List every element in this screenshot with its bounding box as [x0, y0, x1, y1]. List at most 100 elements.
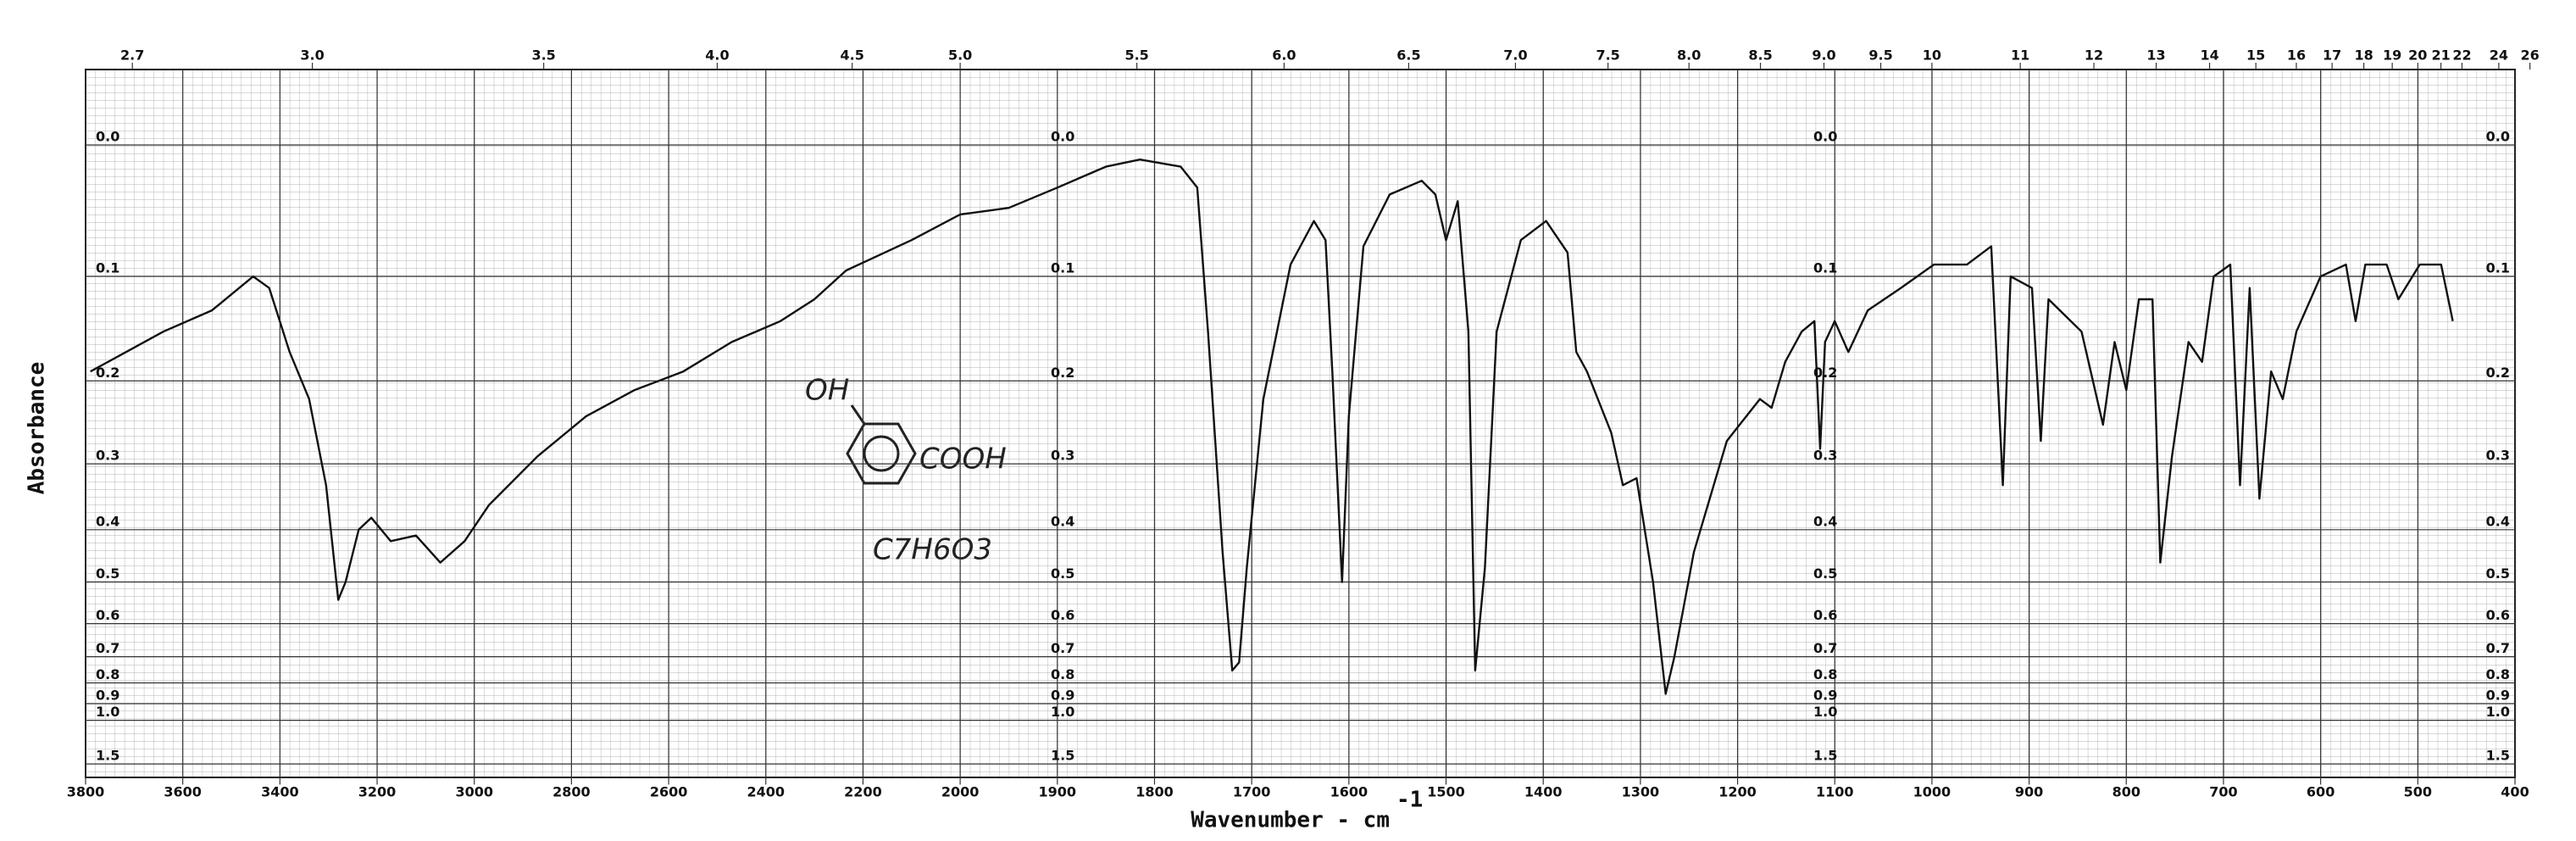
y-tick-label: 0.2 — [96, 365, 119, 381]
x2-tick-label: 9.0 — [1812, 47, 1835, 64]
y-tick-label: 0.5 — [1813, 565, 1837, 582]
y-tick-label: 0.1 — [1051, 260, 1074, 276]
y-tick-label: 0.4 — [1051, 513, 1074, 529]
x2-tick-label: 9.5 — [1868, 47, 1892, 64]
y-tick-label: 1.5 — [1051, 748, 1074, 764]
x-tick-label: 3800 — [67, 784, 105, 800]
y-tick-label: 0.7 — [96, 640, 119, 656]
y-tick-label: 0.6 — [1813, 607, 1837, 623]
x2-tick-label: 5.0 — [948, 47, 972, 64]
x-tick-label: 2600 — [650, 784, 688, 800]
x2-tick-label: 6.0 — [1272, 47, 1296, 64]
x-tick-label: 3200 — [358, 784, 397, 800]
x2-tick-label: 21 — [2431, 47, 2450, 64]
y-tick-label: 0.9 — [1813, 688, 1837, 704]
y-tick-label: 0.4 — [2486, 513, 2510, 529]
x2-tick-label: 22 — [2452, 47, 2471, 64]
x2-tick-label: 10 — [1923, 47, 1941, 64]
annotation: COOH — [919, 443, 1007, 476]
x-tick-label: 700 — [2209, 784, 2237, 800]
y-tick-label: 0.9 — [2486, 688, 2510, 704]
y-tick-label: 0.3 — [96, 448, 119, 464]
x2-tick-label: 7.0 — [1503, 47, 1527, 64]
x2-tick-label: 11 — [2011, 47, 2029, 64]
x2-tick-label: 8.5 — [1748, 47, 1772, 64]
x-tick-label: 1800 — [1135, 784, 1174, 800]
y-tick-label: 0.1 — [2486, 260, 2510, 276]
x-tick-label: 1400 — [1524, 784, 1563, 800]
x-tick-label: 1500 — [1427, 784, 1465, 800]
x-tick-label: 2400 — [747, 784, 785, 800]
x2-tick-label: 2.7 — [120, 47, 144, 64]
x2-tick-label: 16 — [2287, 47, 2306, 64]
x-axis-title-superscript: -1 — [1396, 788, 1423, 813]
y-tick-label: 0.4 — [1813, 513, 1837, 529]
x-tick-label: 3600 — [164, 784, 202, 800]
x-tick-label: 2200 — [844, 784, 882, 800]
y-tick-label: 0.0 — [2486, 129, 2510, 145]
x-tick-label: 3000 — [455, 784, 493, 800]
x-tick-label: 800 — [2112, 784, 2140, 800]
x2-tick-label: 17 — [2323, 47, 2341, 64]
y-tick-label: 0.0 — [96, 129, 119, 145]
y-tick-label: 0.3 — [1051, 448, 1074, 464]
x2-tick-label: 6.5 — [1396, 47, 1420, 64]
annotation: C7H6O3 — [873, 533, 992, 567]
x-tick-label: 1700 — [1233, 784, 1271, 800]
y-tick-label: 0.3 — [2486, 448, 2510, 464]
x-tick-label: 2000 — [941, 784, 980, 800]
x2-tick-label: 3.5 — [531, 47, 555, 64]
x2-tick-label: 15 — [2246, 47, 2265, 64]
y-tick-label: 0.8 — [96, 666, 119, 682]
y-tick-label: 0.7 — [1051, 640, 1074, 656]
y-tick-label: 0.8 — [2486, 666, 2510, 682]
y-tick-label: 1.0 — [96, 704, 119, 720]
x-tick-label: 600 — [2307, 784, 2334, 800]
x-tick-label: 3400 — [261, 784, 299, 800]
y-tick-label: 0.3 — [1813, 448, 1837, 464]
x2-tick-label: 12 — [2085, 47, 2103, 64]
y-tick-label: 1.5 — [1813, 748, 1837, 764]
x2-tick-label: 4.0 — [705, 47, 729, 64]
y-tick-label: 0.6 — [1051, 607, 1074, 623]
y-tick-label: 0.4 — [96, 513, 119, 529]
x2-tick-label: 26 — [2521, 47, 2540, 64]
x-axis-title: Wavenumber - cm — [1191, 808, 1390, 833]
x2-tick-label: 18 — [2354, 47, 2373, 64]
y-tick-label: 1.0 — [2486, 704, 2510, 720]
x2-tick-label: 8.0 — [1677, 47, 1701, 64]
y-tick-label: 0.1 — [96, 260, 119, 276]
x2-tick-label: 20 — [2408, 47, 2427, 64]
y-tick-label: 0.0 — [1051, 129, 1074, 145]
y-tick-label: 0.6 — [2486, 607, 2510, 623]
y-tick-label: 0.2 — [1813, 365, 1837, 381]
y-tick-label: 0.5 — [2486, 565, 2510, 582]
y-tick-label: 0.1 — [1813, 260, 1837, 276]
y-axis-title: Absorbance — [25, 362, 50, 495]
x2-tick-label: 5.5 — [1124, 47, 1148, 64]
y-tick-label: 0.7 — [1813, 640, 1837, 656]
y-tick-label: 1.0 — [1051, 704, 1074, 720]
x2-tick-label: 13 — [2146, 47, 2165, 64]
y-tick-label: 0.9 — [1051, 688, 1074, 704]
y-tick-label: 0.5 — [1051, 565, 1074, 582]
y-tick-label: 0.2 — [1051, 365, 1074, 381]
x-tick-label: 1900 — [1039, 784, 1077, 800]
x2-tick-label: 4.5 — [841, 47, 864, 64]
structure-sketch — [846, 404, 917, 485]
x-tick-label: 400 — [2501, 784, 2529, 800]
annotation: OH — [805, 374, 849, 408]
y-tick-label: 0.6 — [96, 607, 119, 623]
x2-tick-label: 3.0 — [300, 47, 324, 64]
x2-tick-label: 14 — [2200, 47, 2218, 64]
y-tick-label: 0.0 — [1813, 129, 1837, 145]
y-tick-label: 0.5 — [96, 565, 119, 582]
x-tick-label: 500 — [2404, 784, 2432, 800]
y-tick-label: 0.2 — [2486, 365, 2510, 381]
x-tick-label: 1000 — [1913, 784, 1951, 800]
y-tick-label: 1.5 — [2486, 748, 2510, 764]
x-tick-label: 1300 — [1622, 784, 1660, 800]
y-tick-label: 0.7 — [2486, 640, 2510, 656]
y-tick-label: 0.8 — [1051, 666, 1074, 682]
